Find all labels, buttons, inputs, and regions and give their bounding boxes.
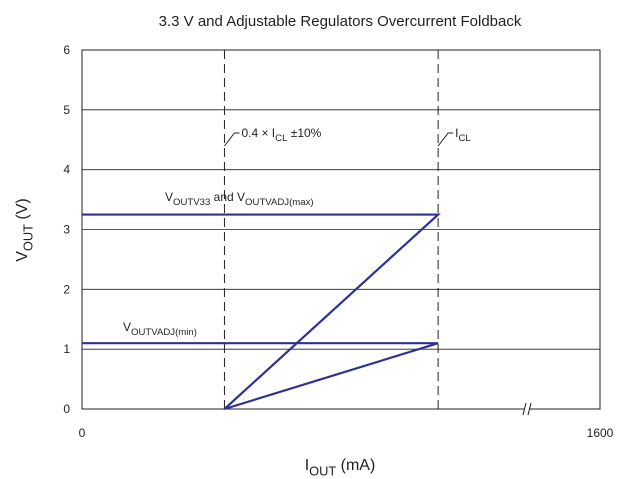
leader-line xyxy=(224,132,240,147)
label-part: ±10% xyxy=(287,126,321,140)
label-part: V xyxy=(14,251,31,262)
x-tick-label: 1600 xyxy=(587,426,614,440)
label-part: CL xyxy=(458,133,471,144)
label-part: V xyxy=(123,320,131,334)
series-line xyxy=(82,342,439,411)
y-tick-label: 0 xyxy=(63,402,70,416)
leader-line xyxy=(437,132,454,147)
series-label: VOUTVADJ(min) xyxy=(123,320,197,338)
label-part: I xyxy=(455,126,458,140)
y-tick-label: 2 xyxy=(63,282,70,296)
label-part: OUTV33 xyxy=(173,197,210,208)
y-tick-label: 6 xyxy=(63,43,70,57)
label-part: OUT xyxy=(21,224,36,251)
label-part: (V) xyxy=(14,198,31,224)
label-part: OUT xyxy=(309,464,336,479)
label-part: and V xyxy=(210,190,245,204)
plot-frame xyxy=(81,49,601,410)
y-tick-label: 4 xyxy=(63,163,70,177)
y-axis-label: VOUT (V) xyxy=(14,198,36,261)
label-part: CL xyxy=(275,133,288,144)
vline-label: 0.4 × ICL ±10% xyxy=(241,126,321,144)
y-tick-label: 1 xyxy=(63,342,70,356)
x-axis-label: IOUT (mA) xyxy=(305,457,376,479)
label-part: V xyxy=(165,190,173,204)
chart-title: 3.3 V and Adjustable Regulators Overcurr… xyxy=(159,13,522,30)
label-part: 0.4 × I xyxy=(241,126,275,140)
label-part: OUTVADJ(min) xyxy=(131,327,197,338)
axis-break xyxy=(522,402,527,416)
vline-label: ICL xyxy=(455,126,471,144)
y-tick-label: 5 xyxy=(63,103,70,117)
series-line xyxy=(82,213,441,410)
series-label: VOUTV33 and VOUTVADJ(max) xyxy=(165,190,314,208)
axis-break xyxy=(527,402,532,416)
label-part: OUTVADJ(max) xyxy=(245,197,314,208)
label-part: (mA) xyxy=(336,457,375,474)
y-tick-label: 3 xyxy=(63,223,70,237)
label-part: I xyxy=(305,457,309,474)
x-tick-label: 0 xyxy=(79,426,86,440)
axis-break-gap xyxy=(524,402,530,416)
